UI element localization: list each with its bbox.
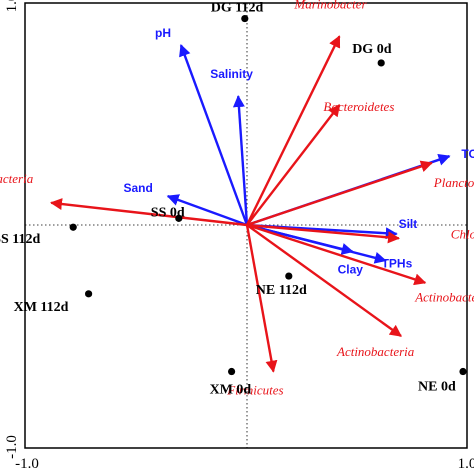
env-arrow-ph xyxy=(179,44,249,226)
env-label-clay: Clay xyxy=(338,263,364,277)
env-label-ph: pH xyxy=(155,26,171,40)
taxon-label-actinobacteria-5: Actinobacteria xyxy=(414,290,474,305)
env-arrow-sand xyxy=(166,194,248,227)
y-tick-label-0: 1.0 xyxy=(4,0,20,12)
taxon-label-firmicutes-7: Firmicutes xyxy=(226,383,283,398)
sample-label-ss-0d: SS 0d xyxy=(151,205,185,220)
taxon-label-proteobacteria-3: Proteobacteria xyxy=(0,171,34,186)
taxon-arrow-firmicutes-7 xyxy=(245,224,278,373)
taxon-arrow-chloroflexi-4 xyxy=(246,223,400,244)
sample-label-ne-0d: NE 0d xyxy=(418,380,456,395)
sample-label-dg-112d: DG 112d xyxy=(211,1,264,16)
env-label-toc: TOC xyxy=(461,147,474,161)
y-tick-label-1: -1.0 xyxy=(4,435,20,459)
taxon-label-bacteroidetes-1: Bacteroidetes xyxy=(323,99,394,114)
sample-point-ss-0d xyxy=(175,214,183,222)
sample-point-ss-112d xyxy=(69,223,77,231)
sample-label-xm-112d: XM 112d xyxy=(14,300,69,315)
taxon-label-actinobacteria-6: Actinobacteria xyxy=(336,344,415,359)
taxa-vectors: Marinobacter Bacteroidetes Planctomycetes P… xyxy=(0,0,474,398)
sample-label-xm-0d: XM 0d xyxy=(210,383,252,398)
taxon-label-marinobacter-0: Marinobacter xyxy=(293,0,367,11)
x-tick-label-0: -1.0 xyxy=(15,456,39,472)
taxon-label-planctomycetes-2: Planctomycetes xyxy=(433,175,474,190)
taxon-arrow-actinobacteria-5 xyxy=(246,223,427,286)
environmental-vectors: pH Salinity TOC Sand Silt Clay TPHs xyxy=(123,26,474,276)
env-label-tphs: TPHs xyxy=(382,257,413,271)
sample-point-dg-112d xyxy=(241,14,249,23)
x-tick-label-1: 1.0 xyxy=(458,456,474,472)
sample-label-ss-112d: SS 112d xyxy=(0,232,40,247)
taxon-arrow-planctomycetes-2 xyxy=(246,160,433,227)
env-label-sand: Sand xyxy=(123,181,152,195)
sample-point-xm-112d xyxy=(85,290,93,298)
taxon-arrow-actinobacteria-6 xyxy=(246,224,402,337)
env-label-salinity: Salinity xyxy=(210,67,253,81)
axis-ticks: -1.0 1.0 1.0 -1.0 xyxy=(4,0,474,472)
taxon-arrow-bacteroidetes-1 xyxy=(246,104,341,226)
env-arrow-salinity xyxy=(232,95,249,226)
sample-label-dg-0d: DG 0d xyxy=(352,42,392,57)
plot-frame xyxy=(24,2,468,449)
sample-point-ne-112d xyxy=(285,272,293,280)
taxon-arrow-proteobacteria-3 xyxy=(50,198,248,227)
env-arrow-tphs xyxy=(246,223,387,264)
sample-point-xm-0d xyxy=(228,367,236,376)
env-label-silt: Silt xyxy=(399,217,418,231)
sample-points: DG 112d DG 0d SS 0d SS 112d NE 112d XM 112d XM… xyxy=(0,1,467,398)
sample-point-ne-0d xyxy=(459,367,467,376)
taxon-arrow-marinobacter-0 xyxy=(245,35,341,226)
taxon-label-chloroflexi-4: Chloroflexi xyxy=(451,226,474,241)
sample-label-ne-112d: NE 112d xyxy=(256,283,307,298)
sample-point-dg-0d xyxy=(377,59,385,67)
